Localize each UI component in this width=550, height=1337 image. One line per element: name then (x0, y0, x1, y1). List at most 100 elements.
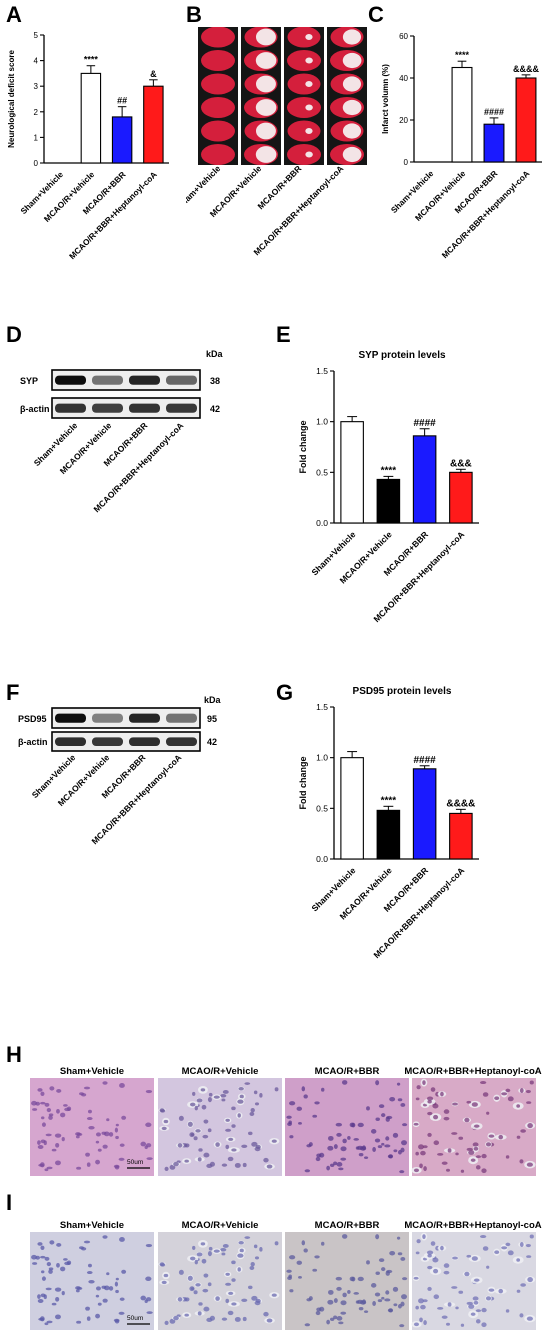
cell-nucleus (314, 1255, 320, 1259)
cell-nucleus (501, 1246, 508, 1250)
blot-band (129, 737, 160, 747)
cell-nucleus (427, 1250, 434, 1255)
cell-nucleus (227, 1156, 234, 1162)
ttc-infarct (342, 99, 362, 116)
cell-nucleus (40, 1139, 46, 1144)
cell-nucleus (340, 1157, 347, 1161)
cell-nucleus (114, 1127, 119, 1133)
cell-nucleus (237, 1099, 244, 1104)
cell-nucleus (415, 1305, 419, 1310)
cell-nucleus (266, 1164, 273, 1169)
cell-nucleus (46, 1320, 53, 1324)
y-tick-label: 1.5 (316, 366, 328, 376)
cell-nucleus (192, 1245, 196, 1250)
cell-nucleus (75, 1289, 80, 1293)
cell-nucleus (481, 1168, 487, 1174)
cell-nucleus (458, 1136, 464, 1140)
cell-nucleus (505, 1242, 511, 1247)
y-tick-label: 60 (399, 32, 408, 41)
cell-nucleus (51, 1302, 57, 1306)
ttc-infarct (255, 146, 277, 163)
blot-band (92, 375, 123, 385)
cell-nucleus (225, 1282, 232, 1286)
cell-nucleus (254, 1102, 260, 1106)
cell-nucleus (40, 1101, 46, 1105)
cell-nucleus (106, 1272, 110, 1276)
cell-nucleus (274, 1241, 279, 1246)
cell-nucleus (55, 1314, 61, 1320)
cell-nucleus (413, 1122, 419, 1126)
cell-nucleus (169, 1318, 176, 1324)
cell-nucleus (351, 1276, 356, 1282)
western-blot-syp: kDa SYP 38 β-actin 42 Sham+Vehicle MCAO/… (20, 349, 224, 514)
cell-nucleus (88, 1279, 95, 1284)
cell-nucleus (231, 1106, 236, 1111)
cell-nucleus (488, 1134, 495, 1138)
cell-nucleus (527, 1123, 533, 1129)
cell-nucleus (213, 1249, 220, 1253)
cell-nucleus (228, 1137, 234, 1141)
cell-nucleus (56, 1089, 62, 1093)
ttc-infarct (255, 99, 277, 116)
cell-nucleus (526, 1101, 532, 1104)
cell-nucleus (41, 1270, 45, 1274)
blot-frame-2 (51, 731, 201, 752)
cell-nucleus (48, 1269, 53, 1274)
cell-nucleus (190, 1102, 196, 1107)
cell-nucleus (415, 1251, 420, 1255)
cell-nucleus (286, 1269, 292, 1273)
cell-nucleus (37, 1299, 44, 1304)
cell-nucleus (241, 1298, 248, 1302)
cell-nucleus (203, 1273, 209, 1278)
cell-nucleus (190, 1256, 196, 1261)
he-title-heptanoyl: MCAO/R+BBR+Heptanoyl-coA (404, 1066, 542, 1077)
cell-nucleus (479, 1235, 487, 1239)
panel-letter-h: H (6, 1042, 22, 1067)
ttc-group-labels: Sham+Vehicle MCAO/R+Vehicle MCAO/R+BBR M… (186, 165, 345, 257)
cell-nucleus (340, 1146, 347, 1152)
cell-nucleus (525, 1089, 531, 1094)
cell-nucleus (301, 1240, 306, 1246)
cell-nucleus (336, 1132, 342, 1137)
cell-nucleus (271, 1293, 277, 1297)
blot-d-row1-label: SYP (20, 376, 38, 386)
cell-nucleus (164, 1320, 169, 1326)
cell-nucleus (519, 1313, 524, 1318)
cell-nucleus (37, 1294, 41, 1299)
cell-nucleus (526, 1162, 533, 1167)
he-title-sham: Sham+Vehicle (59, 1066, 125, 1077)
cell-nucleus (419, 1163, 423, 1169)
cell-nucleus (481, 1307, 487, 1313)
cell-nucleus (242, 1162, 247, 1168)
cell-nucleus (464, 1271, 470, 1277)
bar-3 (483, 123, 505, 163)
cell-nucleus (443, 1116, 450, 1121)
cell-nucleus (473, 1300, 479, 1305)
cell-nucleus (475, 1155, 482, 1159)
cell-nucleus (241, 1144, 248, 1148)
cell-nucleus (314, 1101, 320, 1105)
cell-nucleus (37, 1140, 41, 1145)
panel-letter-g: G (276, 680, 294, 705)
cell-nucleus (227, 1310, 234, 1316)
cell-nucleus (452, 1102, 458, 1106)
cell-nucleus (259, 1093, 263, 1098)
cell-nucleus (61, 1137, 65, 1142)
cell-nucleus (225, 1144, 230, 1150)
cell-nucleus (388, 1308, 394, 1313)
cell-nucleus (221, 1098, 226, 1102)
ttc-infarct (342, 52, 362, 69)
cell-nucleus (505, 1088, 511, 1093)
cell-nucleus (303, 1094, 308, 1099)
cell-nucleus (333, 1298, 338, 1303)
cell-nucleus (160, 1109, 166, 1113)
cell-nucleus (163, 1119, 169, 1124)
cell-nucleus (161, 1280, 167, 1285)
cell-nucleus (195, 1129, 201, 1133)
blot-band (92, 403, 123, 413)
cell-nucleus (430, 1241, 436, 1246)
cell-nucleus (209, 1161, 215, 1167)
blot-band (166, 375, 197, 385)
cell-nucleus (400, 1256, 406, 1261)
